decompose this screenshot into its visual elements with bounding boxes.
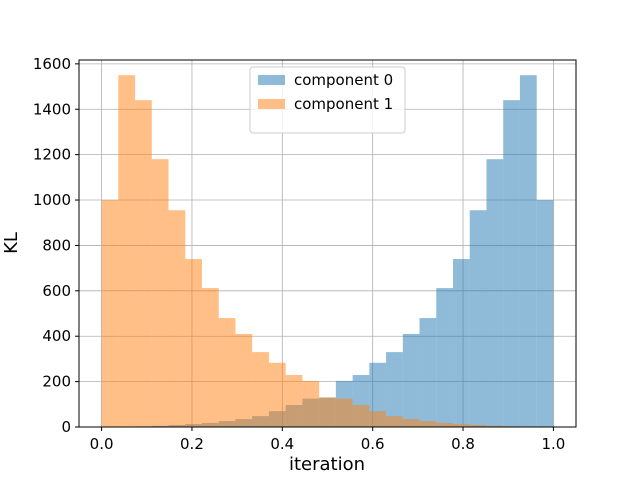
bar xyxy=(469,424,487,427)
y-tick-label: 600 xyxy=(42,282,71,300)
bar xyxy=(168,210,186,427)
x-tick-label: 0.6 xyxy=(361,435,385,453)
bar xyxy=(101,200,119,427)
bar xyxy=(503,100,520,427)
y-tick-label: 200 xyxy=(42,373,71,391)
bar xyxy=(235,333,253,427)
y-tick-label: 0 xyxy=(61,418,71,436)
bar xyxy=(486,159,504,428)
y-tick-label: 800 xyxy=(42,236,71,254)
x-tick-label: 0.2 xyxy=(180,435,204,453)
bar xyxy=(302,380,320,427)
ticks: 0.0 0.2 0.4 0.6 0.8 1.0 0 200 400 600 800 1000 1200 1… xyxy=(33,55,566,453)
legend-label: component 0 xyxy=(294,71,393,89)
bar xyxy=(386,416,403,427)
x-tick-label: 0.4 xyxy=(270,435,294,453)
legend: component 0 component 1 xyxy=(249,66,406,134)
bar xyxy=(536,200,554,427)
bar xyxy=(436,422,454,427)
bar xyxy=(419,421,437,427)
bar xyxy=(369,411,387,427)
bar xyxy=(436,288,454,427)
bar xyxy=(151,159,169,428)
bar xyxy=(519,75,537,428)
legend-swatch xyxy=(258,75,285,85)
bar xyxy=(453,259,470,427)
bar xyxy=(252,352,269,427)
x-tick-label: 0.8 xyxy=(451,435,475,453)
axes-frame xyxy=(78,59,577,428)
bar xyxy=(201,288,219,427)
x-tick-label: 0.0 xyxy=(90,435,114,453)
bars xyxy=(101,75,554,428)
bar xyxy=(185,259,202,427)
x-tick-label: 1.0 xyxy=(541,435,565,453)
legend-box xyxy=(249,66,406,134)
y-tick-label: 1400 xyxy=(33,100,71,118)
bar xyxy=(335,398,353,427)
y-tick-label: 1200 xyxy=(33,146,71,164)
y-tick-label: 1600 xyxy=(33,55,71,73)
x-axis-label: iteration xyxy=(289,454,365,475)
bar xyxy=(118,75,136,428)
bar xyxy=(402,419,420,427)
bar xyxy=(285,375,303,427)
bar xyxy=(402,333,420,427)
y-tick-label: 1000 xyxy=(33,191,71,209)
legend-swatch xyxy=(258,99,285,109)
bar xyxy=(352,404,370,427)
bar xyxy=(369,362,387,427)
bar xyxy=(419,318,437,427)
bar xyxy=(453,424,470,427)
y-axis-label: KL xyxy=(1,232,22,254)
y-tick-label: 400 xyxy=(42,327,71,345)
legend-label: component 1 xyxy=(294,95,393,113)
bar xyxy=(386,352,403,427)
bar xyxy=(319,397,336,427)
bar xyxy=(469,210,487,427)
bar xyxy=(218,318,236,427)
bar xyxy=(486,425,504,427)
bar xyxy=(135,100,152,427)
bar xyxy=(268,362,286,427)
